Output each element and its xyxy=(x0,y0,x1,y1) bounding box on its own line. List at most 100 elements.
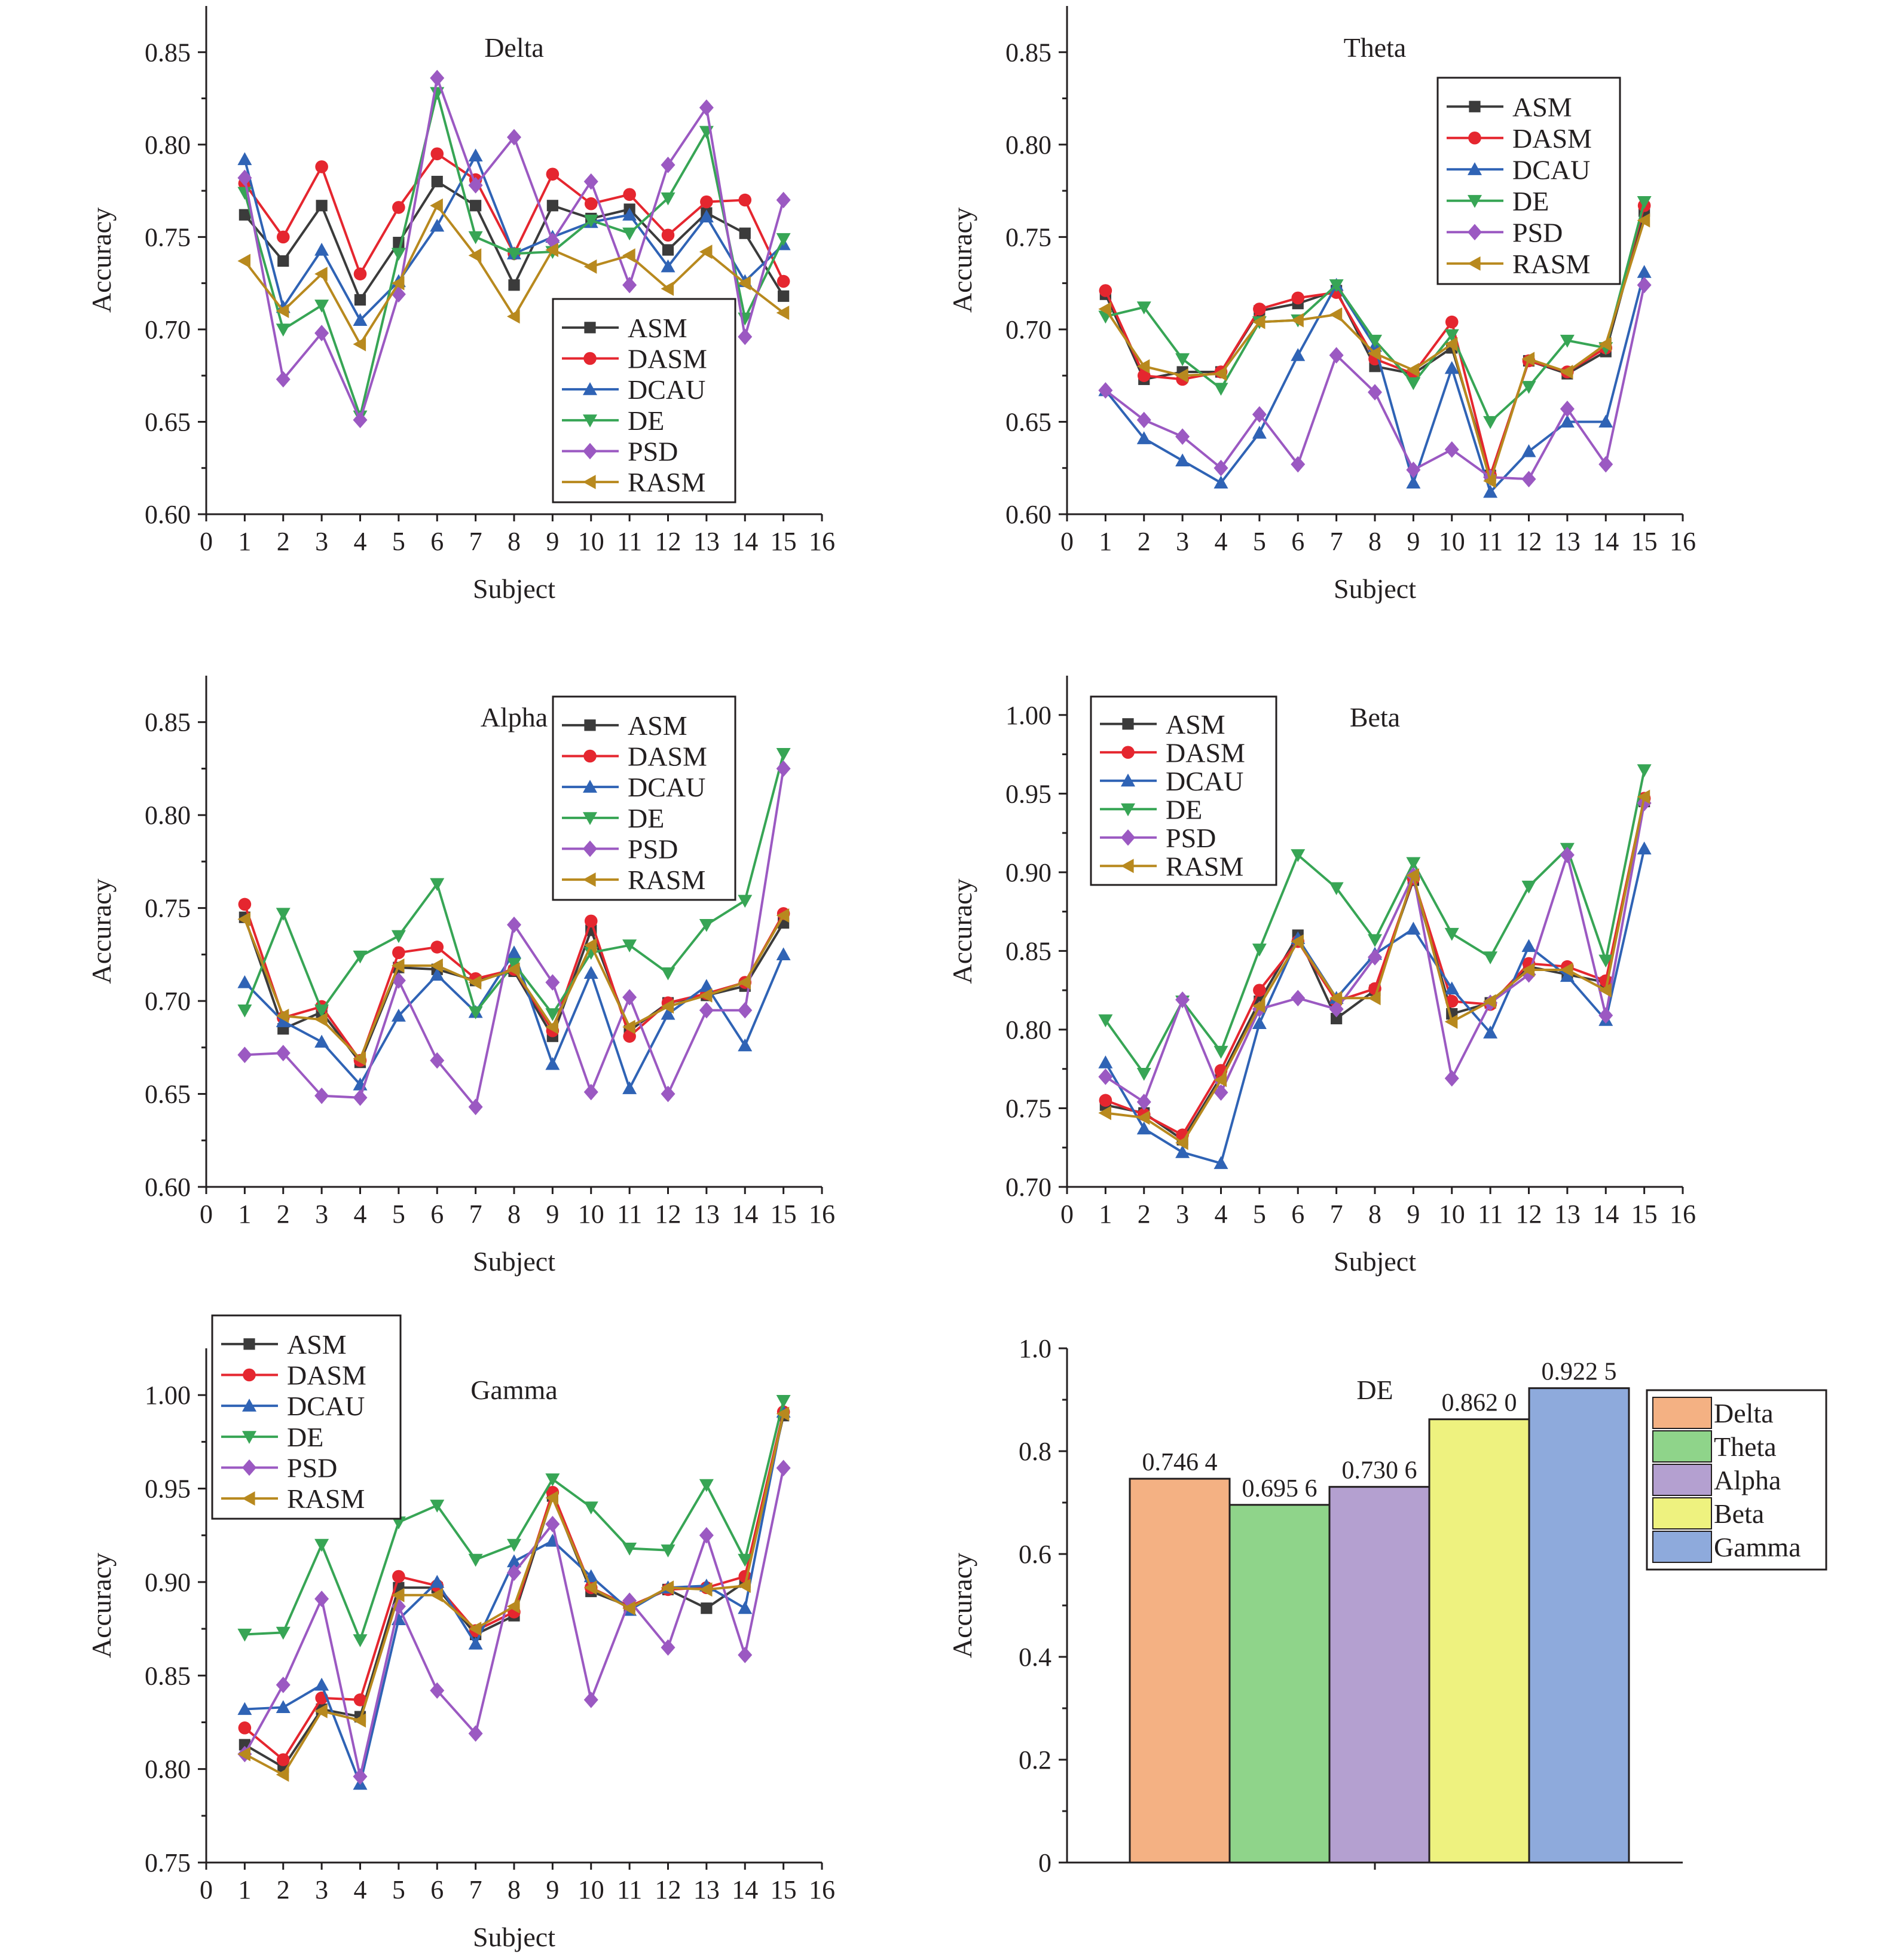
legend-label: Gamma xyxy=(1714,1532,1801,1562)
data-point-de xyxy=(661,1544,675,1558)
data-point-dasm xyxy=(700,195,713,209)
x-tick-label: 12 xyxy=(655,1875,681,1904)
data-point-psd xyxy=(776,1460,791,1476)
data-point-dcau xyxy=(468,148,483,161)
data-point-de xyxy=(1368,934,1382,947)
data-point-psd xyxy=(1136,411,1151,429)
data-point-rasm xyxy=(430,958,443,973)
data-point-psd xyxy=(353,1768,368,1785)
data-point-rasm xyxy=(776,1406,790,1421)
x-tick-label: 10 xyxy=(1439,527,1465,556)
legend-marker-rasm xyxy=(583,475,596,490)
x-tick-label: 8 xyxy=(508,1199,521,1229)
x-tick-label: 16 xyxy=(809,1199,835,1229)
line-chart-theta: 0.600.650.700.750.800.850 1 2 3 4 5 6 7 8 9 10 11 12… xyxy=(947,6,1696,604)
y-tick-label: 1.0 xyxy=(1019,1334,1051,1363)
data-point-dasm xyxy=(1253,984,1266,997)
y-tick-label: 0.85 xyxy=(145,1661,191,1690)
x-tick-label: 11 xyxy=(1478,527,1503,556)
data-point-dasm xyxy=(1445,315,1459,329)
data-point-de xyxy=(276,908,291,921)
data-point-psd xyxy=(776,760,791,777)
bar-value-label: 0.922 5 xyxy=(1542,1358,1617,1386)
data-point-dcau xyxy=(391,1008,406,1022)
data-point-psd xyxy=(622,989,637,1006)
data-point-de xyxy=(583,214,598,228)
data-point-psd xyxy=(622,276,637,294)
data-point-psd xyxy=(699,99,714,116)
data-point-rasm xyxy=(430,1587,443,1602)
data-point-rasm xyxy=(1483,474,1496,489)
data-point-dasm xyxy=(430,147,444,161)
data-point-de xyxy=(314,1005,329,1018)
data-point-rasm xyxy=(314,267,328,282)
data-point-dcau xyxy=(1098,1055,1113,1068)
legend-label: Theta xyxy=(1714,1431,1777,1462)
data-point-dcau xyxy=(1444,981,1459,995)
series-de xyxy=(237,87,791,424)
legend-label: PSD xyxy=(1166,823,1216,853)
data-point-rasm xyxy=(1136,359,1150,374)
data-point-rasm xyxy=(1406,868,1419,883)
legend-label: DE xyxy=(287,1422,323,1452)
bar-value-label: 0.695 6 xyxy=(1242,1475,1318,1503)
data-point-dcau xyxy=(1560,414,1575,428)
data-point-de xyxy=(1098,1014,1113,1028)
legend-marker-asm xyxy=(1469,100,1481,112)
data-point-rasm xyxy=(430,198,443,213)
data-point-dcau xyxy=(237,1702,252,1715)
data-point-psd xyxy=(1213,1084,1228,1101)
legend-label: RASM xyxy=(1512,249,1590,279)
data-point-psd xyxy=(661,1639,675,1656)
data-point-de xyxy=(738,894,753,908)
data-point-dcau xyxy=(314,1677,329,1691)
data-point-de xyxy=(276,323,291,337)
y-tick-label: 0.90 xyxy=(1005,858,1051,887)
x-tick-label: 8 xyxy=(1368,1199,1381,1229)
data-point-rasm xyxy=(622,1019,635,1034)
x-tick-label: 14 xyxy=(732,1875,758,1904)
x-tick-label: 1 xyxy=(238,527,251,556)
data-point-dasm xyxy=(623,188,636,202)
data-point-dasm xyxy=(276,230,290,244)
y-tick-label: 0.85 xyxy=(1005,936,1051,966)
x-tick-label: 0 xyxy=(1060,527,1074,556)
data-point-psd xyxy=(391,286,406,303)
data-point-dcau xyxy=(237,975,252,988)
legend-label: ASM xyxy=(628,313,687,343)
legend-marker-psd xyxy=(242,1459,256,1476)
data-point-psd xyxy=(1598,456,1613,473)
legend-label: DCAU xyxy=(628,374,705,405)
y-tick-label: 0.80 xyxy=(145,1755,191,1784)
x-tick-label: 8 xyxy=(508,1875,521,1904)
y-tick-label: 0.70 xyxy=(1005,315,1051,344)
data-point-psd xyxy=(738,1002,753,1019)
data-point-rasm xyxy=(583,1580,597,1595)
legend-label: PSD xyxy=(287,1453,337,1483)
data-point-psd xyxy=(1560,847,1575,863)
data-point-psd xyxy=(507,1564,521,1582)
data-point-rasm xyxy=(276,304,289,318)
data-point-de xyxy=(1252,944,1267,957)
x-tick-label: 1 xyxy=(238,1199,251,1229)
data-point-rasm xyxy=(1598,337,1612,352)
y-tick-label: 0.75 xyxy=(1005,222,1051,252)
legend-marker-dcau xyxy=(583,382,597,395)
series-asm xyxy=(239,176,790,306)
y-axis-title: Accuracy xyxy=(86,207,117,313)
legend-box xyxy=(552,695,736,901)
data-point-dasm xyxy=(1137,369,1151,382)
legend-label: DASM xyxy=(287,1360,366,1391)
series-psd xyxy=(237,760,791,1116)
x-tick-label: 10 xyxy=(578,1875,604,1904)
data-point-rasm xyxy=(1175,1135,1188,1150)
data-point-dcau xyxy=(276,1700,291,1714)
legend-marker-de xyxy=(242,1431,256,1444)
data-point-de xyxy=(507,248,521,261)
y-tick-label: 0.75 xyxy=(145,894,191,923)
data-point-rasm xyxy=(237,912,250,927)
x-tick-label: 6 xyxy=(430,527,444,556)
y-tick-label: 0.75 xyxy=(145,222,191,252)
data-point-psd xyxy=(1175,428,1190,445)
